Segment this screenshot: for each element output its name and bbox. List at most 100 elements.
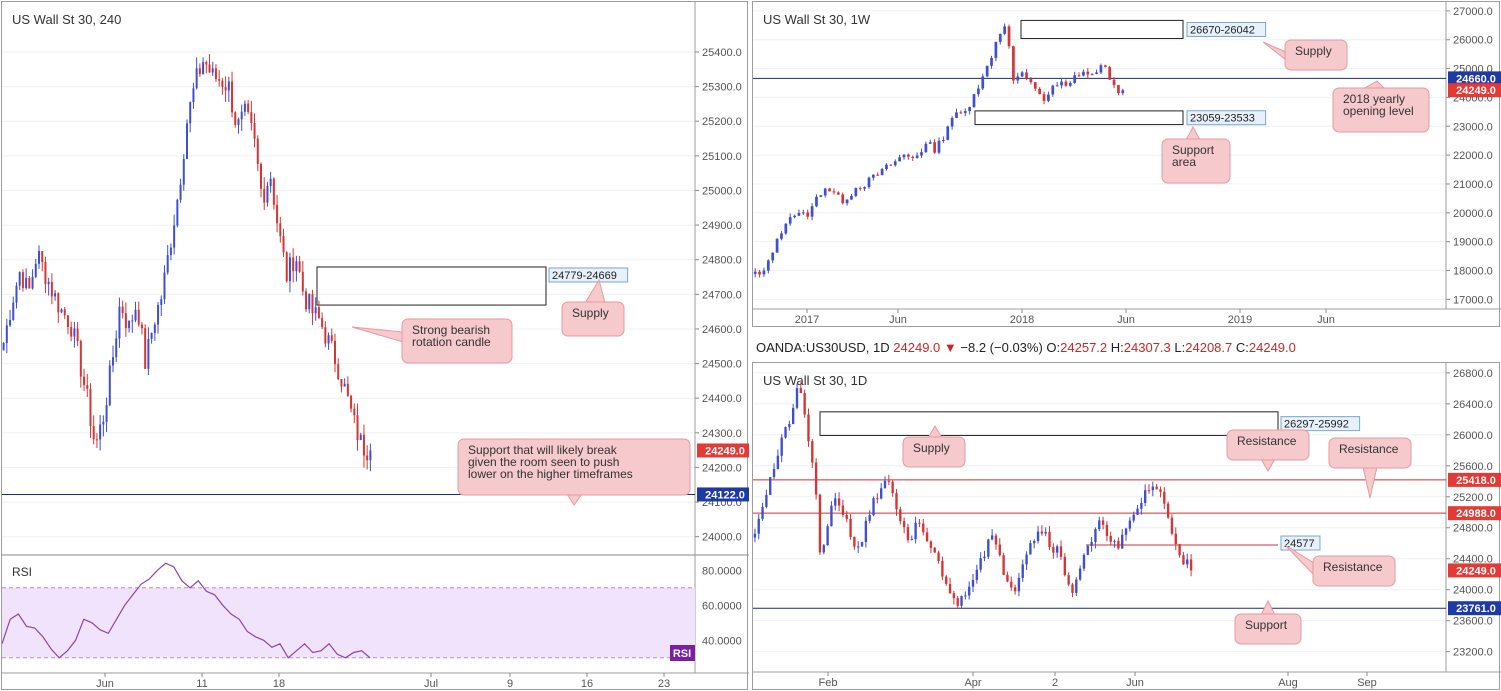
daily-candle-body — [887, 480, 891, 482]
low-value: 24208.7 — [1185, 340, 1233, 355]
h4-candle-body — [25, 277, 28, 288]
daily-ytick-label: 26800.0 — [1453, 368, 1493, 380]
weekly-candle-body — [1082, 71, 1085, 76]
daily-chart-panel[interactable]: 23200.0 23600.0 24000.0 24400.0 24800.0 25200… — [752, 362, 1501, 691]
daily-candle-body — [1075, 579, 1078, 593]
h4-ytick-label: 24300.0 — [702, 428, 742, 440]
h4-candle-body — [234, 112, 237, 125]
h4-candle-body — [362, 434, 365, 456]
daily-ytick-label: 25600.0 — [1453, 461, 1493, 473]
weekly-chart-panel[interactable]: 17000.0 18000.0 19000.0 20000.0 21000.0 22000… — [752, 1, 1501, 328]
daily-chart-svg[interactable]: 23200.0 23600.0 24000.0 24400.0 24800.0 25200… — [753, 363, 1501, 691]
h4-ytick-label: 24200.0 — [702, 462, 742, 474]
daily-candle-body — [979, 558, 982, 570]
h4-xtick-label: 11 — [196, 678, 207, 690]
h4-xtick-label: 23 — [658, 678, 670, 690]
weekly-level-tag: 24660.0 — [1456, 73, 1496, 85]
weekly-supply-zone — [1020, 19, 1184, 40]
daily-candle-body — [1071, 584, 1074, 593]
h4-candle-body — [231, 81, 234, 113]
weekly-candle-body — [858, 188, 862, 190]
h4-candle-body — [112, 357, 114, 366]
weekly-candle-body — [889, 164, 893, 166]
rsi-ytick-label: 60.0000 — [702, 600, 742, 612]
daily-candle-body — [899, 509, 902, 522]
daily-candle-body — [795, 388, 799, 408]
weekly-candle-body — [823, 188, 827, 196]
daily-candle-body — [1067, 575, 1070, 585]
rsi-badge-bg — [670, 645, 695, 661]
daily-last-price-tag-bg — [1448, 563, 1501, 578]
daily-candle-body — [830, 505, 833, 527]
h4-candle-body — [115, 338, 118, 358]
h4-candle-body — [15, 285, 18, 303]
weekly-candle-body — [893, 161, 897, 166]
h4-candle-body — [260, 164, 262, 189]
h4-candle-body — [157, 304, 160, 325]
h4-ytick-label: 24700.0 — [702, 289, 742, 301]
daily-candle-body — [860, 542, 864, 547]
h4-candle-body — [208, 64, 211, 73]
daily-xtick-label: Jun — [1126, 677, 1144, 689]
weekly-candle-body — [1103, 65, 1107, 67]
daily-candle-body — [952, 593, 956, 599]
weekly-candle-body — [1020, 72, 1024, 77]
weekly-chart-svg[interactable]: 17000.0 18000.0 19000.0 20000.0 21000.0 22000… — [753, 2, 1501, 328]
daily-last-price-tag: 24249.0 — [1456, 565, 1496, 577]
weekly-candle-body — [775, 238, 779, 253]
open-label: O: — [1046, 340, 1061, 355]
daily-candle-body — [1025, 554, 1028, 565]
daily-candle-body — [1006, 574, 1009, 582]
h4-candle-body — [73, 328, 76, 337]
weekly-ytick-label: 22000.0 — [1453, 150, 1493, 162]
h4-xtick-label: 16 — [581, 678, 593, 690]
h4-ytick-label: 24800.0 — [702, 255, 742, 267]
h4-chart-panel[interactable]: 24000.0 24100.0 24200.0 24300.0 24400.0 24500… — [1, 1, 749, 691]
weekly-candle-body — [950, 117, 954, 127]
h4-chart-svg[interactable]: 24000.024100.024200.024300.024400.024500… — [2, 2, 749, 691]
h4-candle-body — [50, 281, 53, 297]
h4-candle-body — [83, 376, 86, 385]
daily-resistance-2-tag: 24988.0 — [1456, 508, 1496, 520]
daily-candle-body — [837, 498, 841, 506]
daily-candle-body — [956, 598, 959, 606]
h4-candle-body — [308, 293, 311, 310]
h4-candle-body — [314, 307, 317, 314]
weekly-candle-body — [832, 191, 836, 193]
weekly-ytick-label: 18000.0 — [1453, 266, 1493, 278]
h4-candle-body — [195, 68, 198, 89]
h4-candle-body — [198, 68, 201, 75]
daily-candle-body — [929, 541, 933, 548]
daily-candle-body — [1182, 555, 1185, 565]
weekly-candle-body — [972, 94, 976, 108]
h4-candle-body — [89, 388, 92, 427]
weekly-candle-body — [1033, 82, 1037, 89]
weekly-candle-body — [1068, 82, 1072, 86]
daily-candle-body — [914, 522, 917, 540]
h4-last-price-tag: 24249.0 — [705, 445, 745, 457]
daily-candle-body — [1121, 534, 1124, 549]
daily-candle-body — [937, 552, 940, 562]
rsi-badge: RSI — [673, 648, 691, 660]
h4-candle-body — [124, 313, 127, 329]
h4-ytick-label: 24000.0 — [702, 532, 742, 544]
weekly-candle-body — [766, 260, 770, 271]
weekly-candle-body — [1055, 85, 1059, 87]
weekly-candle-body — [867, 177, 871, 188]
h4-candle-body — [340, 378, 343, 387]
weekly-supply-zone-label-bg — [1186, 21, 1267, 37]
daily-candle-body — [1151, 486, 1155, 491]
weekly-candle-body — [924, 143, 928, 153]
h4-support-tag-bg — [697, 487, 749, 502]
daily-candle-body — [791, 407, 795, 425]
weekly-support-zone-label: 23059-23533 — [1190, 113, 1255, 125]
h4-candle-body — [118, 306, 121, 339]
h4-xtick-label: 9 — [507, 678, 513, 690]
daily-xtick-label: Sep — [1357, 677, 1377, 689]
weekly-candle-body — [871, 174, 875, 178]
weekly-candle-body — [801, 212, 805, 214]
h4-candle-body — [205, 62, 208, 65]
weekly-note-support-text: area — [1172, 155, 1196, 169]
daily-ytick-label: 25200.0 — [1453, 492, 1493, 504]
rsi-line — [2, 562, 371, 659]
